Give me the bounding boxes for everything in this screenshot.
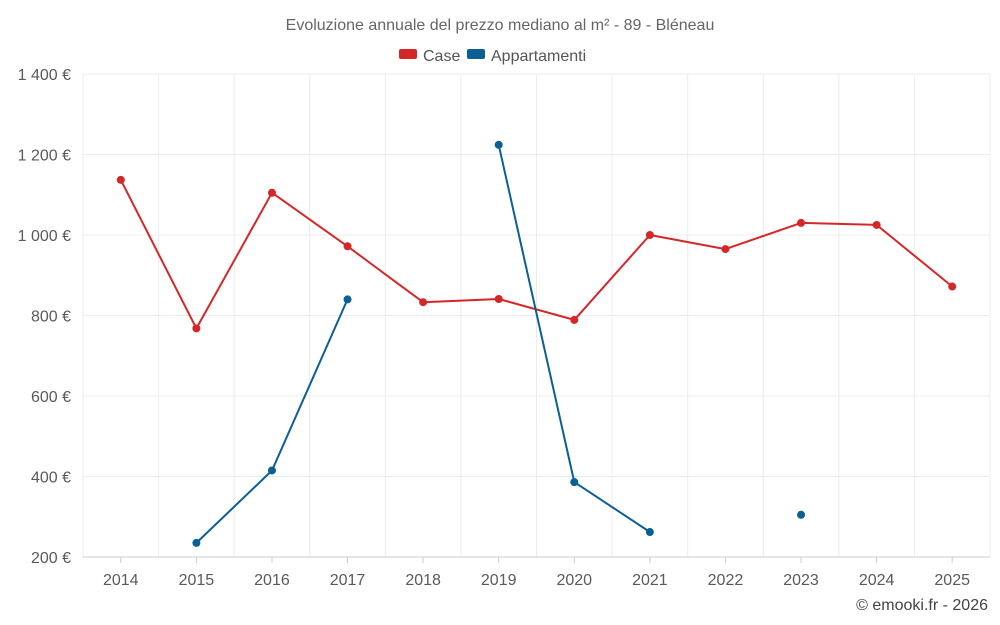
series-2-point[interactable] (645, 528, 654, 537)
y-tick-label: 1 000 € (18, 228, 71, 245)
series-2-point[interactable] (570, 478, 579, 487)
y-tick-label: 1 400 € (18, 67, 71, 84)
series-1-point[interactable] (267, 188, 276, 197)
y-tick-label: 400 € (31, 470, 71, 487)
x-tick-label: 2014 (103, 572, 139, 589)
credit-text: © emooki.fr - 2026 (856, 597, 988, 614)
series-1-point[interactable] (494, 294, 503, 303)
legend-item-2[interactable]: Appartamenti (467, 48, 586, 65)
series-1-point[interactable] (419, 298, 428, 307)
series-2 (192, 140, 806, 547)
x-tick-label: 2025 (934, 572, 970, 589)
series-2-point[interactable] (192, 538, 201, 547)
series-2-point[interactable] (267, 466, 276, 475)
x-tick-label: 2015 (179, 572, 215, 589)
y-tick-label: 200 € (31, 550, 71, 567)
series-1-point[interactable] (948, 282, 957, 291)
series-area (116, 140, 957, 547)
series-1-point[interactable] (872, 220, 881, 229)
series-2-point[interactable] (494, 140, 503, 149)
axes: 200 € 400 € 600 € 800 € 1 000 € 1 200 € 1 400 … (18, 67, 990, 589)
legend-swatch (399, 49, 417, 59)
series-2-line (497, 144, 651, 533)
series-1-point[interactable] (721, 245, 730, 254)
legend-swatch (467, 49, 485, 59)
legend-label: Case (423, 48, 460, 65)
series-1-point[interactable] (116, 175, 125, 184)
legend-item-1[interactable]: Case (399, 48, 460, 65)
y-tick-label: 800 € (31, 309, 71, 326)
series-1-point[interactable] (645, 231, 654, 239)
series-1-point[interactable] (343, 242, 352, 251)
y-tick-label: 600 € (31, 389, 71, 406)
x-tick-label: 2019 (481, 572, 517, 589)
series-2-point[interactable] (343, 295, 352, 304)
x-tick-label: 2018 (405, 572, 441, 589)
x-tick-label: 2017 (330, 572, 366, 589)
x-tick-label: 2016 (254, 572, 290, 589)
x-tick-label: 2020 (556, 572, 592, 589)
legend[interactable]: Case Appartamenti (399, 48, 586, 65)
series-1-point[interactable] (570, 315, 579, 324)
series-1-point[interactable] (797, 218, 806, 227)
chart-title: Evoluzione annuale del prezzo mediano al… (286, 17, 715, 34)
x-tick-label: 2022 (708, 572, 744, 589)
series-2-point[interactable] (797, 510, 806, 519)
series-2-line (195, 298, 349, 544)
legend-label: Appartamenti (491, 48, 586, 65)
y-tick-label: 1 200 € (18, 148, 71, 165)
x-tick-label: 2021 (632, 572, 668, 589)
series-1-point[interactable] (192, 324, 201, 333)
x-tick-label: 2023 (783, 572, 819, 589)
x-tick-label: 2024 (859, 572, 895, 589)
